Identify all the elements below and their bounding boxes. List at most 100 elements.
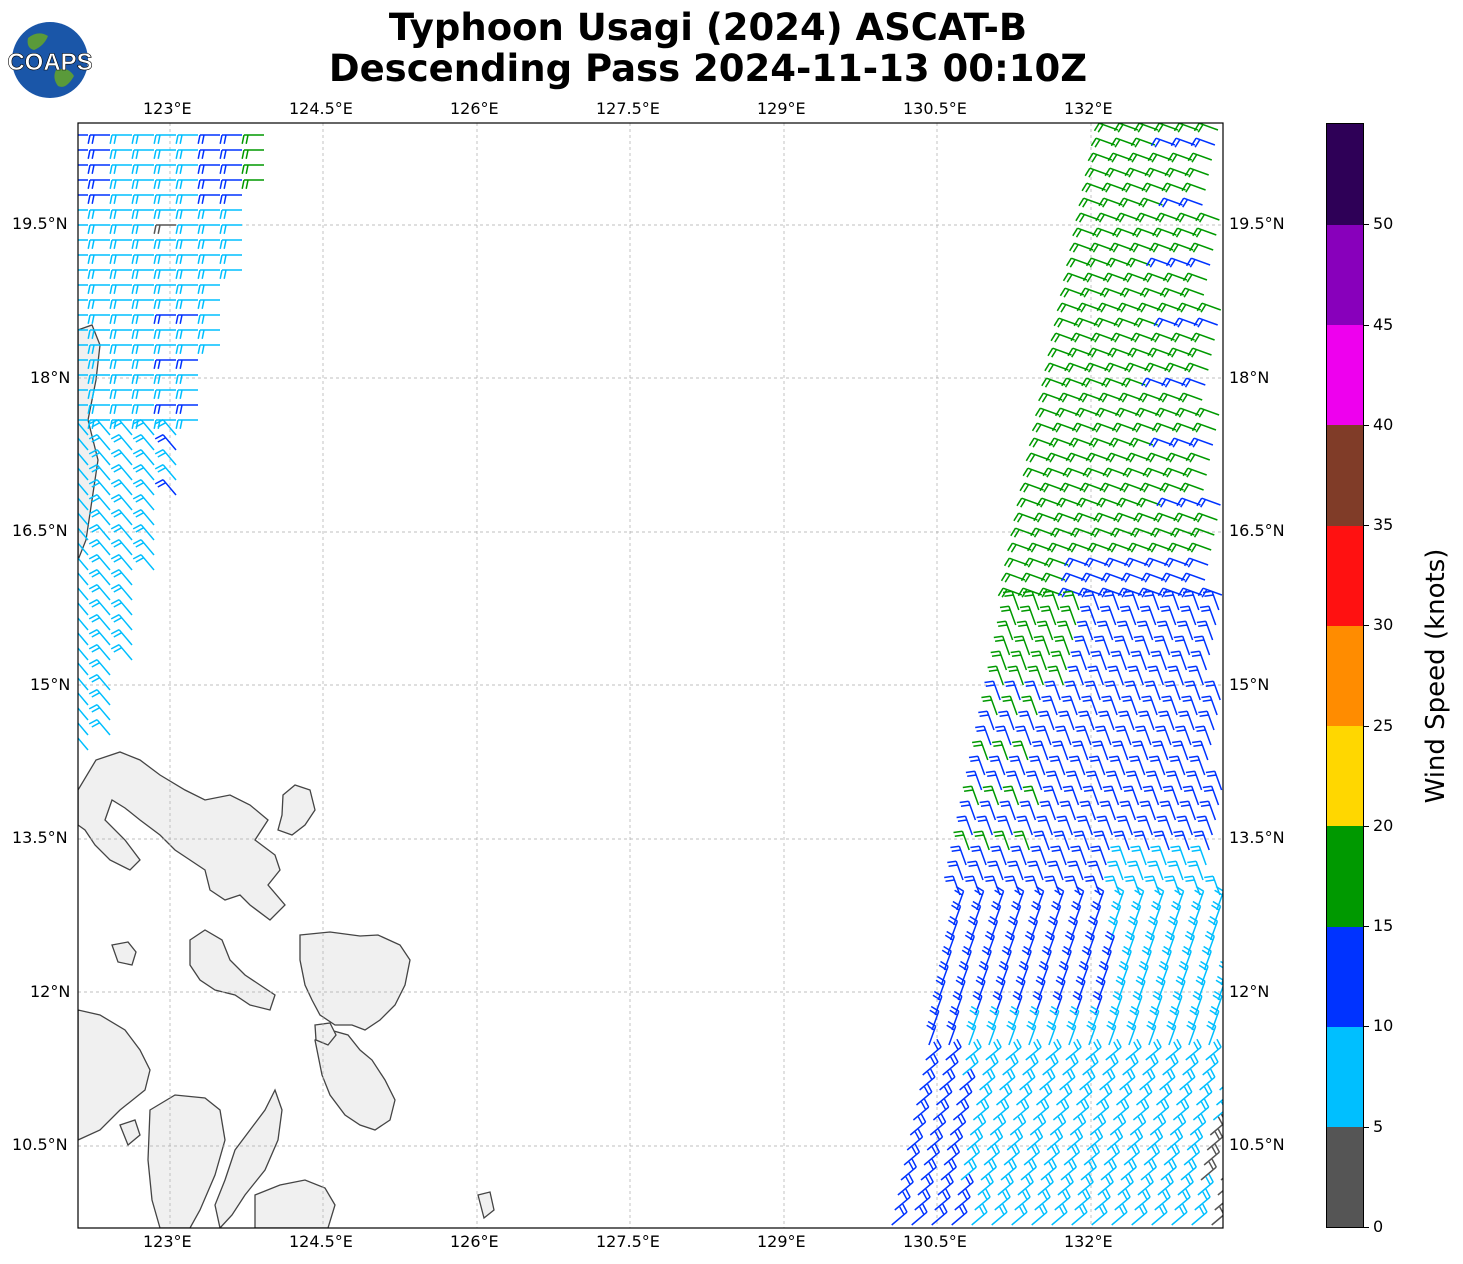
wind-barb — [154, 479, 177, 496]
wind-barb — [87, 224, 110, 234]
colorbar-tick-mark — [1364, 525, 1369, 527]
wind-barb — [1053, 512, 1078, 523]
wind-barb — [219, 134, 242, 144]
wind-barb — [1148, 755, 1166, 776]
wind-barb — [87, 269, 110, 279]
wind-barb — [1079, 800, 1097, 821]
wind-barb — [1093, 830, 1110, 851]
wind-barb — [1073, 830, 1090, 851]
wind-barb — [1131, 1203, 1148, 1226]
wind-barb — [992, 990, 1003, 1016]
wind-barb — [78, 284, 88, 286]
wind-barb — [1184, 875, 1201, 896]
wind-barb — [175, 374, 198, 384]
wind-barb — [1190, 332, 1215, 343]
colorbar-segment — [1327, 825, 1363, 927]
wind-barb — [78, 481, 89, 496]
wind-barb — [1011, 900, 1022, 926]
wind-barb — [1092, 227, 1117, 238]
wind-barb — [1022, 590, 1040, 611]
wind-barb — [1193, 635, 1211, 656]
wind-barb — [131, 374, 154, 384]
wind-barb — [1127, 542, 1152, 553]
wind-barb — [909, 1113, 927, 1136]
wind-barb — [131, 194, 154, 204]
wind-barb — [978, 710, 995, 731]
wind-barb — [1148, 437, 1174, 448]
wind-barb — [110, 539, 133, 556]
wind-barb — [932, 990, 943, 1016]
wind-barb — [1066, 1128, 1084, 1151]
wind-barb — [1171, 422, 1197, 433]
wind-barb — [1159, 605, 1177, 626]
wind-barb — [1073, 635, 1091, 656]
wind-barb — [1065, 257, 1091, 268]
wind-barb — [1164, 167, 1189, 178]
wind-barb — [1026, 1020, 1037, 1046]
wind-barb — [1175, 975, 1186, 1001]
wind-barb — [1058, 960, 1069, 986]
wind-barb — [1160, 1158, 1177, 1181]
wind-barb — [1214, 885, 1223, 911]
wind-barb — [1116, 302, 1142, 313]
wind-barb — [1114, 407, 1140, 418]
wind-barb — [1133, 317, 1158, 328]
wind-barb — [78, 556, 89, 571]
wind-barb — [1086, 1020, 1097, 1046]
wind-barb — [1182, 272, 1208, 283]
wind-barb — [1122, 1053, 1139, 1076]
wind-barb — [1034, 885, 1045, 911]
wind-barb — [1071, 1203, 1088, 1226]
wind-barb — [1090, 650, 1108, 671]
wind-barb — [1131, 422, 1157, 433]
wind-barb — [1137, 1173, 1154, 1196]
wind-barb — [1158, 197, 1183, 208]
wind-barb — [88, 434, 111, 451]
wind-barb — [109, 254, 132, 264]
wind-barb — [1088, 915, 1099, 941]
wind-barb — [914, 1188, 931, 1211]
wind-barb — [1076, 620, 1094, 641]
colorbar-label: Wind Speed (knots) — [1421, 548, 1451, 804]
wind-barb — [1019, 1068, 1036, 1091]
lon-label-bottom-7: 132°E — [1064, 1232, 1113, 1251]
wind-barb — [1204, 875, 1221, 896]
wind-barb — [1025, 770, 1043, 791]
wind-barb — [1147, 665, 1165, 686]
wind-barb — [961, 945, 972, 971]
wind-barb — [1124, 875, 1141, 896]
wind-barb — [897, 1173, 914, 1196]
wind-barb — [948, 915, 959, 941]
wind-barb — [1186, 1128, 1204, 1151]
wind-barb — [175, 254, 198, 264]
wind-barb — [1199, 1068, 1216, 1091]
wind-barb — [1056, 302, 1082, 313]
wind-barb — [1010, 527, 1035, 538]
wind-barb — [926, 1020, 937, 1046]
lat-label-left-6: 12°N — [30, 982, 71, 1001]
wind-barb — [1136, 815, 1154, 836]
wind-barb — [1180, 1158, 1197, 1181]
wind-barb — [942, 1053, 959, 1076]
wind-barb — [1132, 990, 1143, 1016]
wind-barb — [1151, 740, 1169, 761]
wind-barbs — [78, 123, 1223, 1226]
wind-barb — [1145, 770, 1163, 791]
wind-barb — [1087, 152, 1113, 163]
wind-barb — [1140, 1158, 1157, 1181]
wind-barb — [1105, 452, 1131, 463]
wind-barb — [1081, 945, 1092, 971]
wind-barb — [132, 479, 155, 496]
wind-barb — [1202, 1053, 1219, 1076]
wind-barb — [1135, 212, 1160, 223]
wind-barb — [1027, 542, 1052, 553]
wind-barb — [88, 674, 111, 691]
wind-barb — [968, 755, 986, 776]
wind-barb — [1113, 317, 1138, 328]
wind-barb — [153, 359, 176, 369]
wind-barb — [87, 149, 110, 159]
wind-barb — [1028, 915, 1039, 941]
wind-barb — [985, 1038, 1002, 1061]
wind-barb — [109, 194, 132, 204]
wind-barb — [1118, 960, 1129, 986]
